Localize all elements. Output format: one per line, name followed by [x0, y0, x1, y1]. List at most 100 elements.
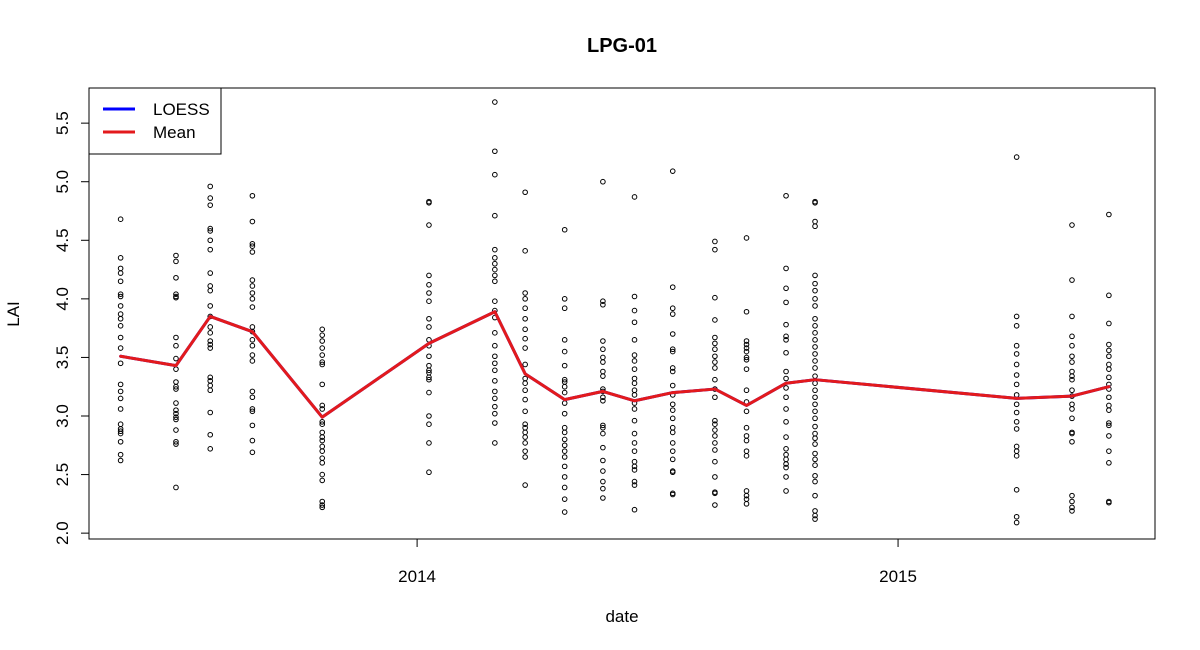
data-point: [743, 448, 750, 454]
chart-title: LPG-01: [587, 35, 657, 57]
data-point: [426, 290, 432, 296]
data-point: [1013, 154, 1020, 160]
data-point: [1013, 392, 1020, 398]
data-point: [631, 417, 638, 424]
data-point: [492, 272, 498, 279]
data-point: [319, 455, 326, 461]
data-point: [117, 278, 124, 285]
data-point: [712, 246, 718, 253]
data-point: [600, 444, 606, 451]
data-point: [600, 373, 606, 379]
data-point: [812, 387, 818, 394]
data-point: [1106, 374, 1112, 381]
data-point: [117, 315, 124, 322]
data-point: [631, 506, 638, 513]
data-point: [319, 443, 326, 450]
data-point: [631, 358, 638, 364]
y-tick-label: 5.5: [53, 111, 72, 135]
data-point: [783, 456, 789, 463]
data-point: [492, 420, 498, 426]
data-point: [783, 461, 789, 467]
data-point: [712, 458, 718, 465]
data-point: [1013, 351, 1020, 357]
data-point: [207, 431, 214, 438]
data-point: [1106, 292, 1112, 299]
data-point: [117, 406, 124, 412]
y-axis: 2.0 2.5 3.0 3.5 4.0 4.5 5.0 5.5: [53, 111, 90, 545]
data-point: [249, 422, 256, 429]
data-point: [207, 183, 214, 190]
data-point: [783, 375, 789, 382]
data-point: [1013, 361, 1020, 368]
data-point: [712, 502, 718, 508]
data-point: [1069, 359, 1075, 365]
data-point: [117, 428, 124, 435]
data-point: [812, 337, 818, 343]
data-point: [631, 392, 638, 398]
data-point: [712, 334, 718, 341]
data-point: [561, 337, 568, 343]
data-point: [173, 438, 179, 445]
data-point: [207, 374, 214, 381]
series-line-mean: [119, 310, 1111, 419]
data-point: [492, 378, 498, 384]
data-point: [712, 365, 718, 371]
data-point: [522, 448, 528, 454]
data-point: [712, 294, 718, 301]
data-point: [1106, 341, 1112, 348]
data-point: [812, 430, 818, 437]
data-point: [207, 341, 214, 348]
data-point: [319, 352, 326, 358]
data-point: [492, 278, 498, 285]
data-point: [669, 168, 676, 174]
data-point: [1013, 448, 1020, 454]
data-point: [600, 394, 606, 401]
data-point: [1069, 504, 1075, 511]
data-point: [522, 421, 528, 428]
data-point: [1069, 342, 1075, 349]
data-point: [522, 396, 528, 403]
data-point: [319, 359, 326, 365]
data-point: [1069, 406, 1075, 412]
data-point: [669, 401, 676, 408]
data-point: [631, 387, 638, 394]
data-point: [1069, 415, 1075, 422]
y-tick-label: 3.0: [53, 404, 72, 428]
data-point: [173, 274, 179, 281]
data-point: [812, 394, 818, 401]
data-point: [319, 381, 326, 388]
data-point: [712, 421, 718, 428]
data-point: [812, 358, 818, 364]
data-point: [631, 430, 638, 437]
data-point: [561, 448, 568, 454]
data-point: [812, 315, 818, 322]
data-point: [426, 367, 432, 374]
data-point: [117, 255, 124, 261]
data-point: [561, 383, 568, 390]
data-point: [669, 382, 676, 389]
y-tick-label: 2.0: [53, 521, 72, 545]
data-point: [492, 353, 498, 360]
data-point: [426, 324, 432, 330]
data-point: [207, 409, 214, 416]
data-point: [249, 192, 256, 199]
data-point: [1106, 448, 1112, 454]
plot-frame: [88, 87, 1156, 540]
data-point: [783, 474, 789, 480]
data-point: [783, 285, 789, 292]
data-point: [743, 341, 750, 348]
data-point: [207, 270, 214, 276]
data-point: [522, 345, 528, 351]
data-point: [1069, 508, 1075, 514]
data-point: [207, 237, 214, 244]
data-point: [743, 308, 750, 315]
data-point: [249, 352, 256, 358]
data-point: [207, 202, 214, 208]
y-axis-label: LAI: [4, 301, 23, 327]
data-point: [1069, 430, 1075, 437]
data-point: [207, 225, 214, 232]
data-point: [173, 258, 179, 265]
data-point: [249, 437, 256, 444]
data-point: [712, 474, 718, 480]
y-tick-label: 3.5: [53, 346, 72, 370]
